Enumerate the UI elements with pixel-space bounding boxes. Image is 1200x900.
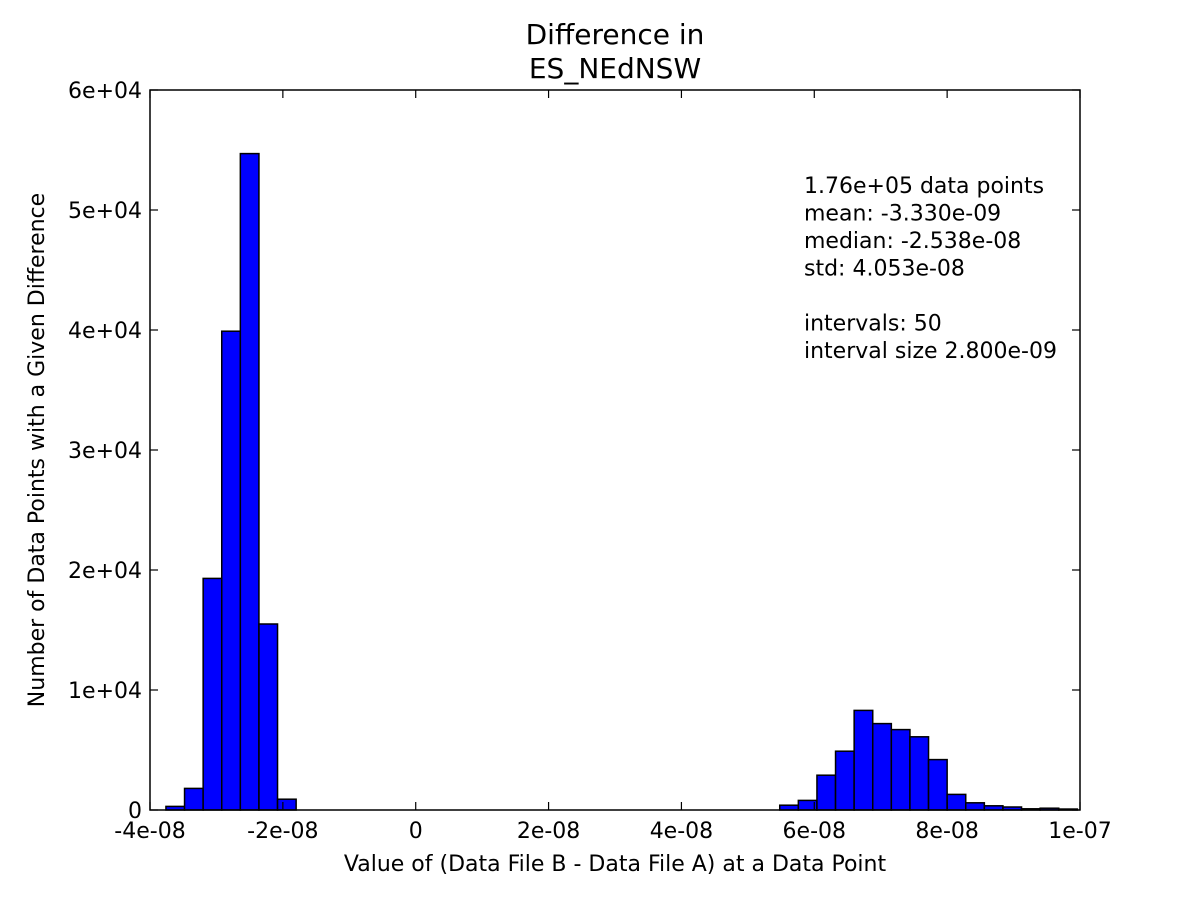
stats-line: std: 4.053e-08 [804,257,965,282]
stats-line: intervals: 50 [804,312,942,337]
histogram-bar [276,798,297,811]
stats-line: interval size 2.800e-09 [804,339,1057,364]
axis-tick-labels: -4e-08 -2e-08 0 2e-08 4e-08 6e-08 8e-08 1e-07 0 1… [68,79,1112,844]
plot-frame [149,89,1081,811]
histogram-bar [183,787,204,811]
x-tick-label: 8e-08 [915,819,978,844]
y-tick-label: 3e+04 [68,439,142,464]
histogram-bar [834,750,855,811]
chart-title-line-1: Difference in [526,18,705,51]
histogram-bar [239,152,260,811]
y-tick-label: 2e+04 [68,559,142,584]
histogram-bar [909,736,930,811]
stats-line: median: -2.538e-08 [804,229,1021,254]
histogram-bar [946,793,967,811]
x-tick-label: 4e-08 [650,819,713,844]
y-tick-label: 1e+04 [68,679,142,704]
chart-title-line-2: ES_NEdNSW [529,52,701,85]
histogram-bar [964,802,986,811]
histogram-bar [816,774,837,811]
stats-line: 1.76e+05 data points [804,174,1044,199]
x-tick-label: 0 [409,819,423,844]
statistics-annotation: 1.76e+05 data points mean: -3.330e-09medi… [804,174,1057,364]
x-tick-label: 6e-08 [783,819,846,844]
y-axis-label: Number of Data Points with a Given Diffe… [25,193,50,707]
x-axis-label: Value of (Data File B - Data File A) at … [344,852,887,877]
x-tick-label: -4e-08 [114,819,185,844]
y-tick-label: 4e+04 [68,319,142,344]
y-tick-label: 0 [128,799,142,824]
histogram-bar [871,722,893,811]
histogram-bar [890,728,911,811]
histogram-bar [202,577,223,811]
x-tick-label: 1e-07 [1048,819,1111,844]
histogram-bar [927,758,948,811]
histogram-bar [853,709,874,811]
stats-line: mean: -3.330e-09 [804,202,1001,227]
histogram-bar [220,330,242,811]
y-tick-label: 6e+04 [68,79,142,104]
x-tick-label: 2e-08 [517,819,580,844]
histogram-bar [258,623,279,811]
y-tick-label: 5e+04 [68,199,142,224]
x-tick-label: -2e-08 [247,819,318,844]
